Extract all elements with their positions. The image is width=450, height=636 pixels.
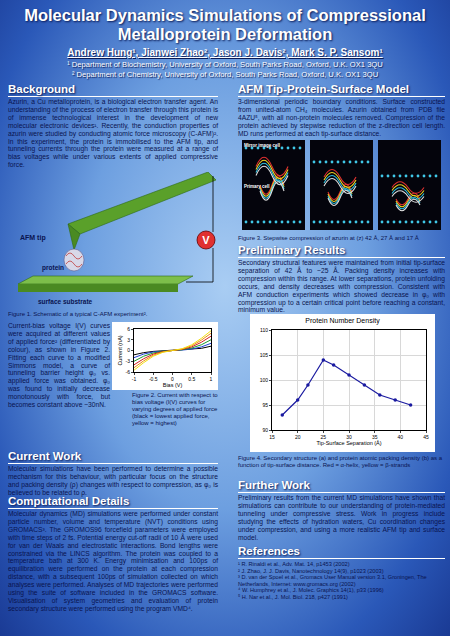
html-text:Current-bias voltage I(V) curv: Current-bias voltage I(V) curves were ac… xyxy=(8,322,110,409)
html-text:Figure 1. Schematic of a typic: Figure 1. Schematic of a typical C-AFM e… xyxy=(8,311,148,317)
html-text:Computational Details: Computational Details xyxy=(8,495,130,507)
svg-text:Primary cell: Primary cell xyxy=(244,184,270,189)
svg-text:25: 25 xyxy=(321,434,327,440)
svg-text:V: V xyxy=(202,234,210,246)
html-text:Background: Background xyxy=(8,83,76,95)
svg-text:0: 0 xyxy=(127,347,130,353)
html-text:Andrew Hung¹, Jianwei Zhao², J: Andrew Hung¹, Jianwei Zhao², Jason J. Da… xyxy=(67,47,383,58)
html-text:Figure 2. Current with respect: Figure 2. Current with respect to bias v… xyxy=(132,392,218,426)
svg-text:15: 15 xyxy=(269,434,275,440)
svg-text:6: 6 xyxy=(127,326,130,332)
svg-text:Tip-Surface Separation (Å): Tip-Surface Separation (Å) xyxy=(316,440,381,446)
svg-text:AFM tip: AFM tip xyxy=(20,234,46,242)
html-text:Molecular Dynamics Simulations: Molecular Dynamics Simulations of Compre… xyxy=(24,6,426,43)
svg-text:Mirror image cell: Mirror image cell xyxy=(244,143,280,148)
html-text:Current Work: Current Work xyxy=(8,450,82,462)
html-text:¹ Department of Biochemistry,: ¹ Department of Biochemistry, University… xyxy=(67,60,383,69)
html-text:⁵ H. Nar et al., J. Mol. Biol.: ⁵ H. Nar et al., J. Mol. Biol. 218, p427… xyxy=(238,594,348,600)
svg-text:45: 45 xyxy=(423,434,429,440)
html-text:³ D. van der Spoel et al., Gro: ³ D. van der Spoel et al., Gromacs User … xyxy=(238,574,427,587)
html-text:Preliminary Results: Preliminary Results xyxy=(238,244,346,256)
html-text:References: References xyxy=(238,545,300,557)
html-text:Secondary structural features: Secondary structural features were maint… xyxy=(238,259,445,314)
svg-text:35: 35 xyxy=(372,434,378,440)
svg-text:0: 0 xyxy=(171,376,174,382)
html-text:Molecular simulations have bee: Molecular simulations have been performe… xyxy=(8,465,218,496)
svg-text:100: 100 xyxy=(260,377,269,383)
html-text:Figure 4. Secondary structure: Figure 4. Secondary structure (a) and pr… xyxy=(238,455,443,468)
svg-text:110: 110 xyxy=(260,327,268,333)
html-text:¹ R. Rinaldi et al., Adv. Mat.: ¹ R. Rinaldi et al., Adv. Mat. 14, p1453… xyxy=(238,561,350,567)
svg-text:Bias (V): Bias (V) xyxy=(163,382,183,388)
svg-text:95: 95 xyxy=(262,402,268,408)
svg-text:-3: -3 xyxy=(126,358,131,364)
html-text:Figure 3. Stepwise compression: Figure 3. Stepwise compression of azurin… xyxy=(238,235,419,241)
svg-text:1: 1 xyxy=(210,376,213,382)
svg-text:90: 90 xyxy=(262,427,268,433)
svg-text:40: 40 xyxy=(398,434,404,440)
svg-text:Current (nA): Current (nA) xyxy=(117,335,123,365)
html-text:⁴ W. Humphrey et al., J. Molec: ⁴ W. Humphrey et al., J. Molec. Graphics… xyxy=(238,587,384,594)
html-text:Preliminary results from the c: Preliminary results from the current MD … xyxy=(238,494,445,541)
svg-text:-0.5: -0.5 xyxy=(149,376,158,382)
html-text:3-dimensional periodic boundar: 3-dimensional periodic boundary conditio… xyxy=(238,98,445,137)
svg-text:Protein Number Density: Protein Number Density xyxy=(305,317,380,325)
svg-text:protein: protein xyxy=(42,264,64,272)
html-text:Molecular dynamics (MD) simula: Molecular dynamics (MD) simulations were… xyxy=(8,510,218,612)
svg-text:30: 30 xyxy=(346,434,352,440)
svg-text:-1: -1 xyxy=(132,376,137,382)
svg-text:105: 105 xyxy=(260,352,269,358)
svg-text:-6: -6 xyxy=(126,369,131,375)
html-text:² Department of Chemistry, Uni: ² Department of Chemistry, University of… xyxy=(71,70,379,79)
html-text:Azurin, a Cu metalloprotein, i: Azurin, a Cu metalloprotein, is a biolog… xyxy=(8,98,218,169)
html-text:AFM Tip-Protein-Surface Model: AFM Tip-Protein-Surface Model xyxy=(238,83,409,95)
svg-text:20: 20 xyxy=(295,434,301,440)
html-text:Further Work: Further Work xyxy=(238,479,310,491)
html-text:² J. Zhao, J. J. Davis, Nanote: ² J. Zhao, J. J. Davis, Nanotechnology 1… xyxy=(238,567,384,574)
svg-text:3: 3 xyxy=(127,337,130,343)
svg-text:surface substrate: surface substrate xyxy=(38,298,93,305)
svg-text:0.5: 0.5 xyxy=(188,376,195,382)
